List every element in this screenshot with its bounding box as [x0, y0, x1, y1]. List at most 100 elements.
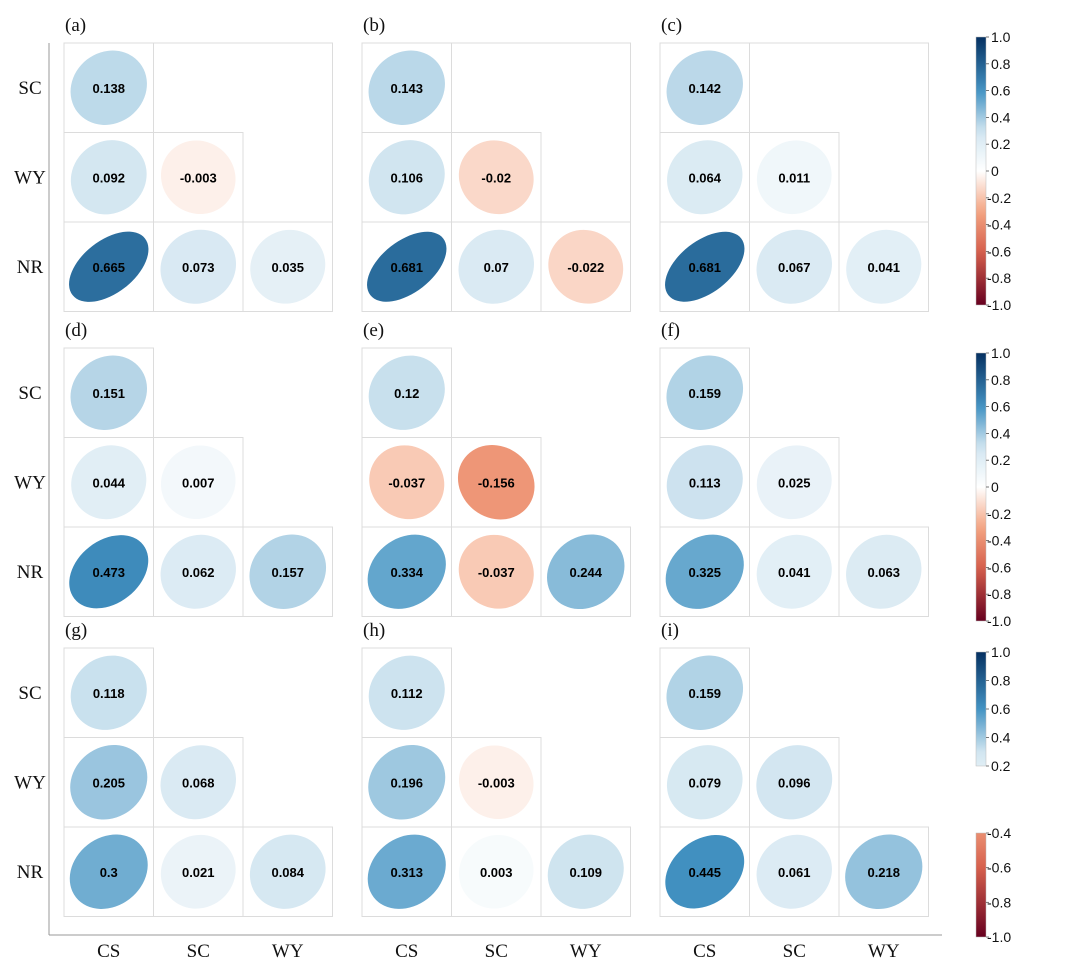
colorbar-tick-label: 0.4	[991, 425, 1011, 441]
row-label-nr: NR	[17, 862, 44, 883]
correlation-ellipse	[69, 231, 149, 302]
row-label-sc: SC	[18, 683, 41, 704]
colorbar-1: 1.0 0.8 0.6 0.4 0.2 0 -0.2 -0.4 -0.6 -0.8 -1.0	[975, 29, 1011, 313]
col-label-cs: CS	[97, 941, 120, 962]
correlation-ellipse	[458, 229, 535, 304]
colorbar-tick-label: 0.8	[991, 56, 1011, 72]
correlation-value: 0.445	[688, 865, 721, 880]
colorbar-tick-label: 0.4	[991, 730, 1011, 746]
correlation-ellipse	[665, 835, 745, 909]
correlation-ellipse	[666, 445, 743, 520]
correlation-value: 0.061	[778, 865, 811, 880]
correlation-ellipse	[756, 445, 832, 520]
correlation-value: 0.096	[778, 775, 811, 790]
correlation-ellipse	[458, 534, 534, 609]
correlation-value: 0.035	[271, 260, 304, 275]
correlation-value: 0.151	[92, 386, 125, 401]
panel-label: (a)	[65, 15, 86, 36]
panel-grid	[659, 42, 929, 312]
colorbar-tick-label: 1.0	[991, 29, 1011, 45]
row-label-wy: WY	[14, 472, 46, 493]
panel-h: (h) 0.112 0.196 -0.003 0.313 0.003 0.109	[361, 620, 631, 917]
correlation-ellipse	[160, 834, 236, 909]
col-label-sc: SC	[485, 941, 508, 962]
panel-g: (g) 0.118 0.205 0.068 0.3 0.021 0.084	[63, 620, 333, 917]
correlation-ellipse	[548, 229, 624, 304]
correlation-value: -0.02	[481, 170, 511, 185]
colorbar-gradient	[975, 832, 987, 938]
correlation-value: 0.244	[569, 565, 602, 580]
panel-grid	[63, 647, 333, 917]
col-label-cs: CS	[693, 941, 716, 962]
colorbar-4: -0.4 -0.6 -0.8 -1.0	[975, 825, 1011, 945]
correlation-ellipse	[70, 140, 147, 215]
colorbar-tick-label: 0.4	[991, 109, 1011, 125]
colorbar-tick-label: 0	[991, 163, 999, 179]
correlation-ellipse	[69, 535, 149, 609]
panel-label: (g)	[65, 620, 87, 641]
colorbar-tick-label: -0.2	[987, 190, 1011, 206]
correlation-ellipse	[367, 231, 447, 302]
row-label-nr: NR	[17, 257, 44, 278]
colorbar-tick-label: -0.2	[987, 506, 1011, 522]
correlation-ellipse	[666, 355, 744, 430]
correlation-value: 0.665	[92, 260, 125, 275]
correlation-ellipse	[368, 50, 445, 125]
col-label-sc: SC	[783, 941, 806, 962]
panel-c: (c) 0.142 0.064 0.011 0.681 0.067 0.041	[659, 15, 929, 312]
correlation-value: 0.313	[390, 865, 423, 880]
correlation-value: 0.159	[688, 686, 721, 701]
col-label-cs: CS	[395, 941, 418, 962]
correlation-ellipse	[457, 445, 535, 520]
correlation-ellipse	[160, 229, 237, 304]
correlation-value: 0.325	[688, 565, 721, 580]
correlation-ellipse	[160, 140, 236, 215]
correlation-value: 0.064	[688, 170, 721, 185]
correlation-value: 0.07	[484, 260, 509, 275]
panel-i: (i) 0.159 0.079 0.096 0.445 0.061 0.218	[659, 620, 929, 917]
correlation-value: 0.062	[182, 565, 215, 580]
panel-e: (e) 0.12 -0.037 -0.156 0.334 -0.037 0.244	[361, 320, 631, 617]
correlation-value: 0.079	[688, 775, 721, 790]
correlation-ellipse	[846, 229, 922, 304]
correlation-value: 0.041	[778, 565, 811, 580]
colorbar-tick-label: -1.0	[987, 297, 1011, 313]
correlation-ellipse	[160, 445, 236, 520]
colorbar-tick-label: -0.4	[987, 533, 1011, 549]
panel-frame	[749, 42, 929, 222]
colorbar-3: 1.0 0.8 0.6 0.4 0.2	[975, 644, 1011, 774]
panel-label: (e)	[363, 320, 384, 341]
correlation-value: 0.473	[92, 565, 125, 580]
colorbar-tick-label: 0.8	[991, 673, 1011, 689]
panel-f: (f) 0.159 0.113 0.025 0.325 0.041 0.063	[659, 320, 929, 617]
panel-b: (b) 0.143 0.106 -0.02 0.681 0.07 -0.022	[361, 15, 631, 312]
colorbar-tick-label: -1.0	[987, 929, 1011, 945]
correlation-ellipse	[368, 140, 445, 215]
panel-grid	[659, 347, 929, 617]
colorbar-tick-label: 0.2	[991, 136, 1011, 152]
correlation-ellipse	[665, 534, 744, 609]
colorbar-tick-label: 0.2	[991, 452, 1011, 468]
correlation-ellipse	[160, 745, 236, 820]
correlation-ellipse	[845, 834, 923, 910]
correlation-ellipse	[666, 50, 743, 125]
panel-d: (d) 0.151 0.044 0.007 0.473 0.062 0.157	[63, 320, 333, 617]
correlation-ellipse	[458, 745, 534, 820]
row-label-sc: SC	[18, 383, 41, 404]
correlation-ellipse	[368, 655, 445, 730]
panel-a: (a) 0.138 0.092 -0.003 0.665 0.073 0.035	[63, 15, 333, 312]
colorbar-tick-label: 0.6	[991, 399, 1011, 415]
panel-frame	[153, 42, 333, 222]
colorbars-layer: 1.0 0.8 0.6 0.4 0.2 0 -0.2 -0.4 -0.6 -0.8 -1.0 1.0 0…	[975, 29, 1011, 945]
correlation-ellipse	[547, 834, 624, 909]
correlation-value: -0.037	[388, 475, 425, 490]
colorbar-tick-label: 0	[991, 479, 999, 495]
correlation-ellipse	[458, 834, 534, 909]
correlation-ellipse	[69, 834, 148, 909]
correlation-ellipse	[846, 534, 922, 609]
correlation-value: 0.3	[100, 865, 118, 880]
correlation-ellipse	[666, 745, 743, 820]
panel-grid	[63, 42, 333, 312]
correlation-ellipse	[665, 231, 745, 302]
correlation-ellipse	[367, 534, 446, 609]
